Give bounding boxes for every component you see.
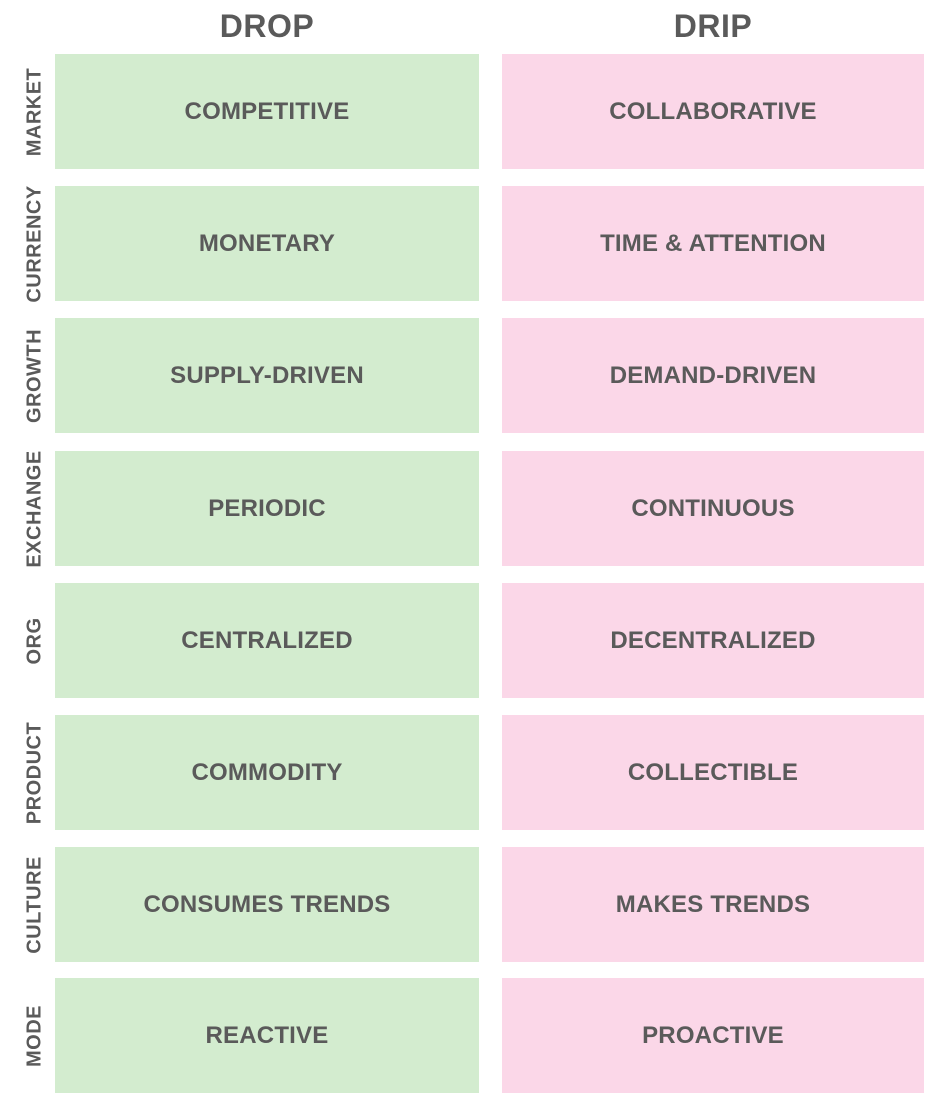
row-label-market: MARKET	[23, 67, 46, 156]
row-label-product: PRODUCT	[23, 721, 46, 824]
drop-cell-currency: MONETARY	[55, 186, 479, 301]
row-mode: MODE REACTIVE PROACTIVE	[0, 978, 942, 1093]
row-label-culture: CULTURE	[23, 855, 46, 954]
drip-cell-culture: MAKES TRENDS	[502, 847, 924, 962]
drop-cell-product: COMMODITY	[55, 715, 479, 830]
row-org: ORG CENTRALIZED DECENTRALIZED	[0, 583, 942, 698]
drip-cell-mode: PROACTIVE	[502, 978, 924, 1093]
drop-cell-market: COMPETITIVE	[55, 54, 479, 169]
drip-cell-org: DECENTRALIZED	[502, 583, 924, 698]
drop-column-header: DROP	[219, 8, 315, 44]
row-exchange: EXCHANGE PERIODIC CONTINUOUS	[0, 449, 942, 568]
drop-cell-mode: REACTIVE	[55, 978, 479, 1093]
drip-cell-growth: DEMAND-DRIVEN	[502, 318, 924, 433]
drip-cell-market: COLLABORATIVE	[502, 54, 924, 169]
drip-cell-exchange: CONTINUOUS	[502, 451, 924, 566]
row-market: MARKET COMPETITIVE COLLABORATIVE	[0, 54, 942, 169]
row-label-mode: MODE	[23, 1004, 46, 1067]
drop-cell-org: CENTRALIZED	[55, 583, 479, 698]
row-label-org: ORG	[23, 616, 46, 665]
row-label-growth: GROWTH	[23, 328, 46, 423]
row-growth: GROWTH SUPPLY-DRIVEN DEMAND-DRIVEN	[0, 318, 942, 433]
row-culture: CULTURE CONSUMES TRENDS MAKES TRENDS	[0, 847, 942, 962]
row-product: PRODUCT COMMODITY COLLECTIBLE	[0, 715, 942, 830]
row-label-currency: CURRENCY	[23, 184, 46, 303]
drip-column-header: DRIP	[673, 8, 753, 44]
drop-cell-growth: SUPPLY-DRIVEN	[55, 318, 479, 433]
row-label-exchange: EXCHANGE	[23, 449, 46, 568]
drop-cell-exchange: PERIODIC	[55, 451, 479, 566]
row-currency: CURRENCY MONETARY TIME & ATTENTION	[0, 184, 942, 303]
drip-cell-currency: TIME & ATTENTION	[502, 186, 924, 301]
drip-cell-product: COLLECTIBLE	[502, 715, 924, 830]
drop-cell-culture: CONSUMES TRENDS	[55, 847, 479, 962]
